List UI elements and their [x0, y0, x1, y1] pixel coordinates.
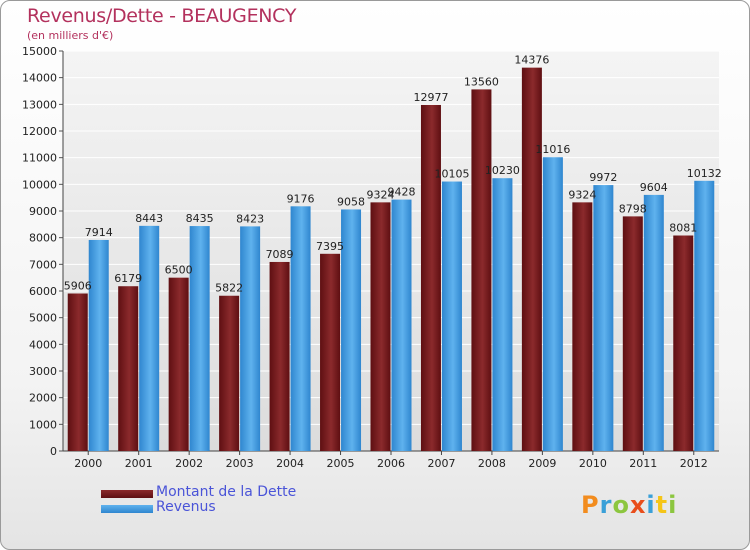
x-tick-label-2004: 2004: [276, 457, 304, 470]
legend-item-dette: Montant de la Dette: [101, 484, 401, 501]
bar-dette-2008: [471, 89, 492, 452]
bar-revenus-2010: [593, 185, 614, 451]
y-tick-label: 10000: [22, 178, 57, 191]
bar-dette-2005: [320, 253, 341, 451]
y-tick-label: 0: [50, 445, 57, 458]
x-tick-label-2001: 2001: [125, 457, 153, 470]
data-label-revenus-2011: 9604: [640, 181, 668, 194]
data-label-revenus-2005: 9058: [337, 195, 365, 208]
data-label-revenus-2008: 10230: [485, 164, 520, 177]
bar-dette-2004: [269, 261, 290, 451]
y-tick-label: 5000: [29, 312, 57, 325]
data-label-revenus-2003: 8423: [236, 212, 264, 225]
x-tick-label-2012: 2012: [680, 457, 708, 470]
bar-revenus-2002: [189, 226, 210, 451]
bar-dette-2000: [67, 293, 88, 451]
bar-dette-2006: [370, 202, 391, 451]
data-label-revenus-2012: 10132: [687, 167, 722, 180]
chart-title: Revenus/Dette - BEAUGENCY: [27, 5, 297, 27]
data-label-dette-2000: 5906: [64, 280, 92, 293]
bar-dette-2010: [572, 202, 593, 451]
x-tick-label-2011: 2011: [629, 457, 657, 470]
y-tick-label: 14000: [22, 72, 57, 85]
x-tick-label-2009: 2009: [528, 457, 556, 470]
bar-dette-2009: [521, 67, 542, 451]
y-tick-label: 11000: [22, 152, 57, 165]
data-label-dette-2003: 5822: [215, 282, 243, 295]
bar-revenus-2001: [139, 225, 160, 451]
y-tick-label: 8000: [29, 232, 57, 245]
bar-revenus-2006: [391, 199, 412, 451]
legend-label-dette: Montant de la Dette: [156, 484, 297, 500]
data-label-dette-2011: 8798: [619, 202, 647, 215]
data-label-revenus-2007: 10105: [434, 168, 469, 181]
legend-swatch-dette: [101, 490, 153, 498]
legend-label-revenus: Revenus: [156, 499, 216, 515]
bar-dette-2012: [673, 235, 694, 451]
x-tick-label-2008: 2008: [478, 457, 506, 470]
x-tick-label-2007: 2007: [427, 457, 455, 470]
plot-area: [63, 51, 719, 451]
bar-dette-2011: [622, 216, 643, 451]
bar-revenus-2007: [441, 181, 462, 452]
bar-dette-2007: [420, 104, 441, 452]
bar-revenus-2004: [290, 206, 311, 451]
data-label-revenus-2002: 8435: [186, 212, 214, 225]
bar-revenus-2011: [643, 194, 664, 452]
data-label-revenus-2001: 8443: [135, 212, 163, 225]
data-label-revenus-2010: 9972: [589, 171, 617, 184]
y-tick-label: 9000: [29, 205, 57, 218]
y-tick-label: 13000: [22, 98, 57, 111]
bar-revenus-2005: [341, 209, 362, 451]
proxiti-logo: Proxiti: [581, 491, 678, 519]
y-tick-label: 3000: [29, 365, 57, 378]
data-label-dette-2010: 9324: [568, 188, 596, 201]
y-tick-label: 2000: [29, 392, 57, 405]
x-tick-label-2000: 2000: [74, 457, 102, 470]
bar-revenus-2000: [88, 239, 109, 451]
y-tick-label: 4000: [29, 338, 57, 351]
bar-dette-2001: [118, 286, 139, 451]
legend-item-revenus: Revenus: [101, 499, 401, 516]
data-label-dette-2009: 14376: [514, 54, 549, 67]
y-tick-label: 6000: [29, 285, 57, 298]
data-label-revenus-2004: 9176: [287, 192, 315, 205]
legend-swatch-revenus: [101, 505, 153, 513]
chart-subtitle: (en milliers d'€): [27, 29, 114, 42]
data-label-revenus-2006: 9428: [388, 186, 416, 199]
y-tick-label: 7000: [29, 258, 57, 271]
data-label-dette-2005: 7395: [316, 240, 344, 253]
data-label-dette-2012: 8081: [669, 222, 697, 235]
data-label-dette-2004: 7089: [266, 248, 294, 261]
data-label-revenus-2000: 7914: [85, 226, 113, 239]
data-label-dette-2002: 6500: [165, 264, 193, 277]
x-tick-label-2003: 2003: [226, 457, 254, 470]
y-tick-label: 1000: [29, 418, 57, 431]
bar-dette-2003: [219, 295, 240, 451]
bar-revenus-2003: [240, 226, 261, 451]
bar-revenus-2008: [492, 178, 513, 451]
data-label-dette-2008: 13560: [464, 75, 499, 88]
bar-dette-2002: [168, 277, 189, 451]
bar-revenus-2012: [694, 180, 715, 451]
data-label-dette-2001: 6179: [114, 272, 142, 285]
data-label-dette-2007: 12977: [413, 91, 448, 104]
data-label-revenus-2009: 11016: [535, 143, 570, 156]
x-tick-label-2006: 2006: [377, 457, 405, 470]
x-tick-label-2002: 2002: [175, 457, 203, 470]
x-tick-label-2010: 2010: [579, 457, 607, 470]
x-tick-label-2005: 2005: [327, 457, 355, 470]
data-label-dette-2006: 9324: [367, 188, 395, 201]
bar-revenus-2009: [542, 157, 563, 452]
y-tick-label: 12000: [22, 125, 57, 138]
y-tick-label: 15000: [22, 45, 57, 58]
